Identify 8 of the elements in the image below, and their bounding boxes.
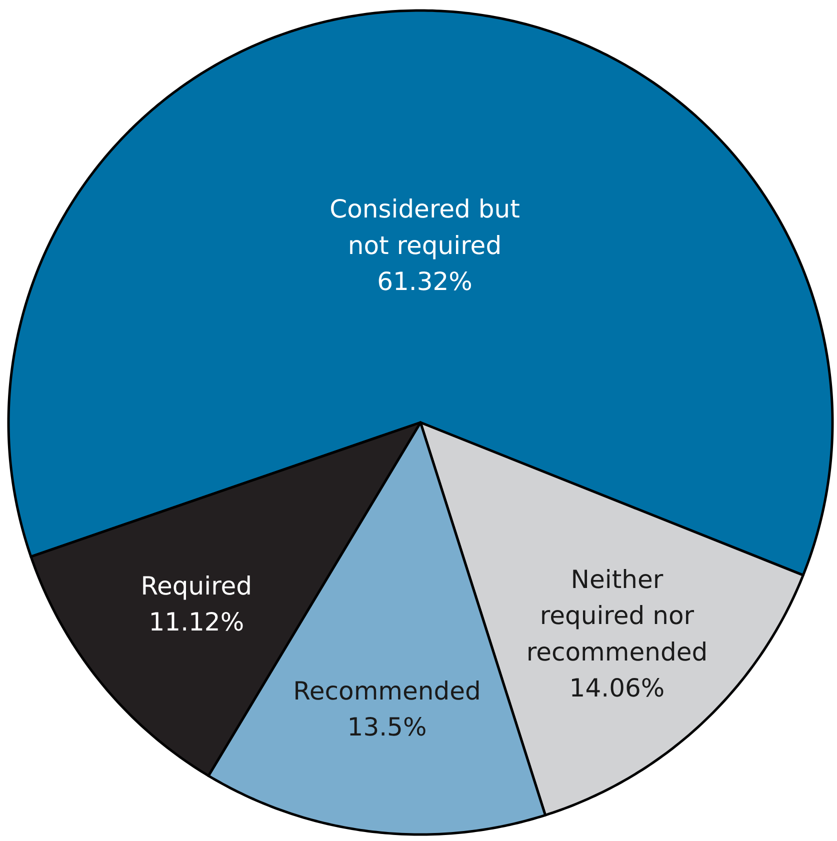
slice-label: Considered but not required <box>330 194 520 260</box>
slice-label: Recommended <box>293 676 481 706</box>
data-label: 61.32% <box>377 267 472 296</box>
data-label: 14.06% <box>569 674 665 703</box>
slice-label: Neither required nor recommended <box>526 564 708 666</box>
slice-label: Required <box>140 571 252 600</box>
data-label: 11.12% <box>148 608 244 637</box>
data-label: 13.5% <box>347 712 427 742</box>
